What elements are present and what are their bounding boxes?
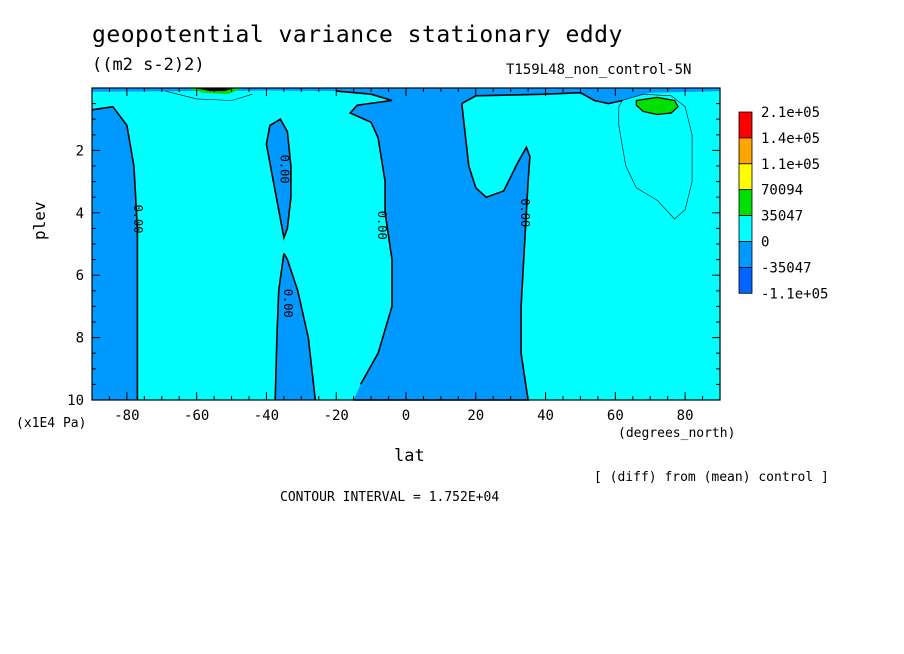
colorbar-box-3: [738, 189, 753, 216]
colorbar-label-2: 1.1e+05: [761, 157, 820, 173]
x-tick-label-7: 60: [607, 408, 624, 424]
fill-layer: [92, 88, 720, 400]
colorbar-box-2: [738, 163, 753, 191]
thin-contour-high-lat: [618, 93, 693, 220]
x-tick-label-6: 40: [537, 408, 554, 424]
zero-contour-sh-lower-a: [274, 253, 285, 401]
negative-region-sh-lower: [275, 253, 316, 400]
colorbar-label-4: 35047: [761, 209, 803, 225]
x-tick-label-8: 80: [677, 408, 694, 424]
contour-label-0: 0.00: [131, 205, 145, 234]
y-tick-label-2: 6: [76, 268, 84, 284]
zero-contour-sh-lower-b: [283, 253, 317, 401]
x-tick-label-5: 20: [467, 408, 484, 424]
colorbar-label-6: -35047: [761, 260, 812, 276]
colorbar-label-1: 1.4e+05: [761, 131, 820, 147]
zero-contour-tropical-west: [336, 90, 393, 385]
x-tick-label-4: 0: [402, 408, 410, 424]
thin-contour-top: [165, 90, 253, 101]
colorbar-label-7: -1.1e+05: [761, 286, 828, 302]
chart-units: ((m2 s-2)2): [92, 55, 205, 75]
x-axis-units: (degrees_north): [618, 426, 736, 441]
y-axis-units: (x1E4 Pa): [16, 416, 87, 431]
contour-labels: 0.00 0.00 0.00 0.00 0.00: [131, 155, 532, 318]
diff-note: [ (diff) from (mean) control ]: [594, 470, 829, 485]
chart-title: geopotential variance stationary eddy: [92, 22, 623, 48]
y-tick-label-4: 10: [67, 393, 84, 409]
colorbar-box-5: [738, 241, 753, 268]
colorbar-legend: 2.1e+05 1.4e+05 1.1e+05 70094 35047 0 -35047 -1…: [738, 105, 828, 302]
y-tick-label-3: 8: [76, 331, 84, 347]
positive-peak-region: [635, 96, 679, 116]
zero-contour-sh-upper: [265, 118, 292, 241]
x-tick-label-0: -80: [114, 408, 139, 424]
x-tick-label-3: -20: [324, 408, 349, 424]
contour-label-3: 0.00: [375, 211, 389, 240]
contour-label-2: 0.00: [281, 289, 295, 318]
axes: -80 -60 -40 -20 0 20 40 60 80 2 4 6 8 10: [67, 88, 721, 424]
colorbar-box-1: [738, 137, 753, 165]
contour-label-4: 0.00: [518, 198, 532, 227]
zero-contour-west: [91, 105, 139, 400]
colorbar-box-0: [738, 111, 753, 139]
colorbar-label-0: 2.1e+05: [761, 105, 820, 121]
y-tick-label-0: 2: [76, 143, 84, 159]
run-label: T159L48_non_control-5N: [506, 62, 692, 78]
x-tick-label-1: -60: [184, 408, 209, 424]
colorbar-label-3: 70094: [761, 183, 803, 199]
negative-region-west: [92, 106, 138, 400]
y-axis-label: plev: [30, 201, 49, 240]
contour-lines: [91, 90, 693, 401]
zero-contour-tropical-east: [353, 103, 531, 401]
x-axis-label: lat: [394, 446, 425, 466]
y-tick-label-1: 4: [76, 206, 84, 222]
colorbar-box-4: [738, 215, 753, 242]
colorbar-label-5: 0: [761, 235, 769, 251]
negative-region-sh-upper: [266, 119, 291, 238]
negative-region-tropical: [92, 88, 720, 400]
contour-label-1: 0.00: [277, 155, 291, 184]
colorbar-box-6: [738, 266, 753, 294]
x-tick-label-2: -40: [254, 408, 279, 424]
contour-interval: CONTOUR INTERVAL = 1.752E+04: [280, 490, 500, 505]
